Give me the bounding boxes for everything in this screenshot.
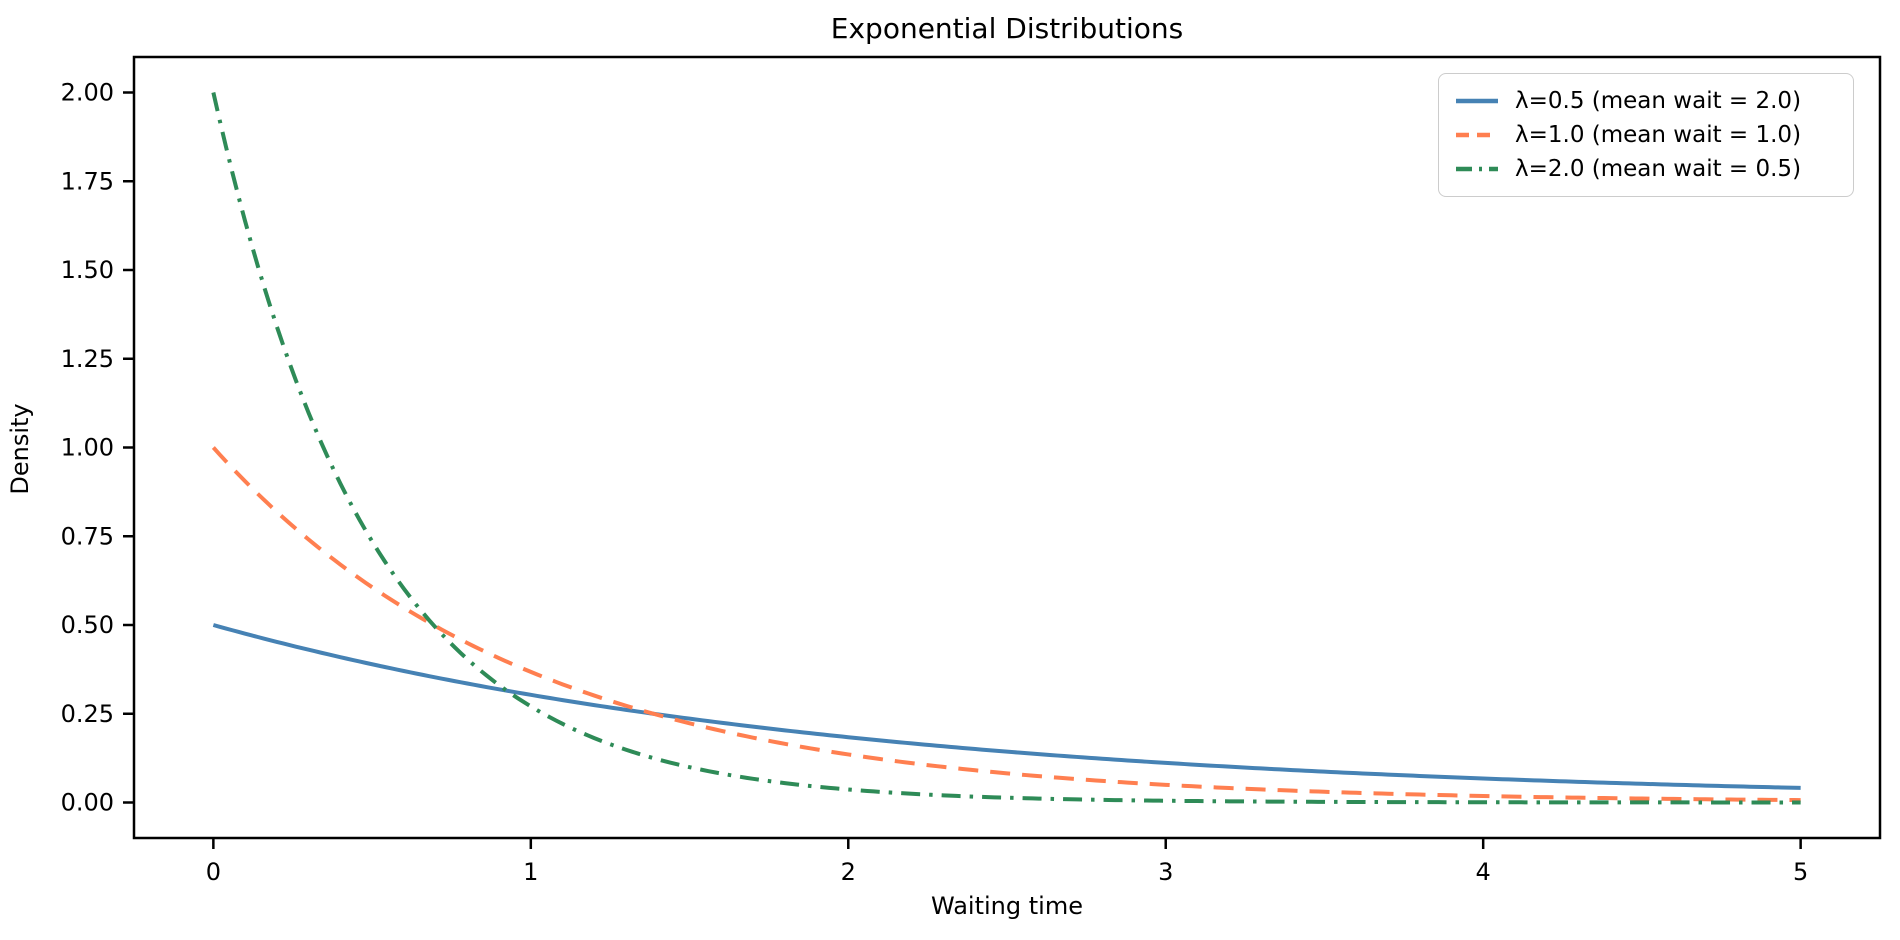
legend-line-sample — [1456, 132, 1498, 138]
legend-line-sample — [1456, 98, 1498, 104]
legend-item: λ=1.0 (mean wait = 1.0) — [1455, 119, 1839, 152]
y-tick-label: 0.50 — [61, 611, 114, 639]
curve-lambda-2 — [211, 92, 1801, 805]
x-tick-label: 2 — [841, 858, 856, 886]
y-tick-label: 1.75 — [61, 167, 114, 195]
legend-label: λ=1.0 (mean wait = 1.0) — [1515, 122, 1802, 148]
x-tick-label: 5 — [1793, 858, 1808, 886]
y-tick-label: 1.00 — [61, 434, 114, 462]
y-tick-label: 0.25 — [61, 700, 114, 728]
curve-lambda-1 — [211, 446, 1801, 803]
legend-label: λ=0.5 (mean wait = 2.0) — [1515, 88, 1802, 114]
x-tick-label: 1 — [523, 858, 538, 886]
y-tick-label: 0.00 — [61, 789, 114, 817]
chart-title: Exponential Distributions — [830, 12, 1184, 45]
y-tick-label: 1.25 — [61, 345, 114, 373]
x-tick-label: 4 — [1476, 858, 1491, 886]
y-tick-label: 2.00 — [61, 79, 114, 107]
legend-label: λ=2.0 (mean wait = 0.5) — [1515, 156, 1802, 182]
x-tick-label: 3 — [1158, 858, 1173, 886]
legend-line-sample — [1456, 166, 1498, 172]
y-tick-label: 1.50 — [61, 256, 114, 284]
x-axis-label: Waiting time — [931, 892, 1083, 920]
legend-item: λ=0.5 (mean wait = 2.0) — [1455, 85, 1839, 118]
legend: λ=0.5 (mean wait = 2.0) λ=1.0 (mean wait… — [1438, 73, 1854, 197]
y-axis-label: Density — [6, 403, 34, 495]
legend-item: λ=2.0 (mean wait = 0.5) — [1455, 153, 1839, 186]
y-tick-label: 0.75 — [61, 522, 114, 550]
x-tick-label: 0 — [206, 858, 221, 886]
curve-lambda-0.5 — [212, 623, 1801, 790]
